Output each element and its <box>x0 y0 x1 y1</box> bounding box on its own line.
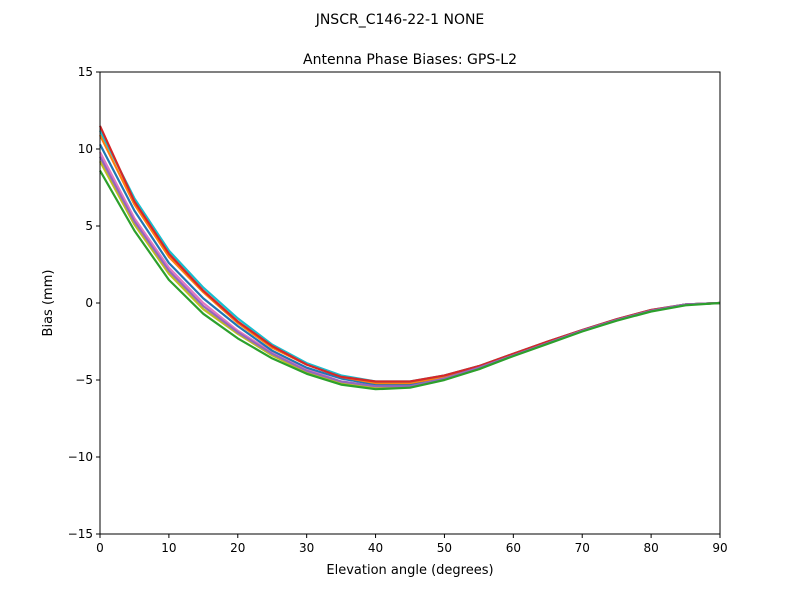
figure-suptitle: JNSCR_C146-22-1 NONE <box>315 12 485 28</box>
series-line-5 <box>99 130 721 383</box>
x-axis-label: Elevation angle (degrees) <box>326 563 493 578</box>
series-line-1 <box>99 160 721 389</box>
x-tick-label: 80 <box>643 541 658 555</box>
y-axis: −15 −10 −5 0 5 10 15 <box>68 65 100 541</box>
y-tick-label: −5 <box>75 373 93 387</box>
series-line-6 <box>98 125 721 383</box>
series-line-3 <box>99 143 721 386</box>
y-axis-label: Bias (mm) <box>41 270 56 337</box>
x-tick-label: 10 <box>161 541 176 555</box>
y-tick-label: 10 <box>78 142 93 156</box>
x-tick-label: 60 <box>506 541 521 555</box>
x-tick-label: 50 <box>437 541 452 555</box>
x-tick-label: 70 <box>575 541 590 555</box>
series-group <box>98 125 721 391</box>
y-tick-label: −10 <box>68 450 93 464</box>
series-line-7 <box>99 156 721 388</box>
x-tick-label: 40 <box>368 541 383 555</box>
series-line-4 <box>99 134 721 385</box>
x-axis: 0 10 20 30 40 50 60 70 80 90 <box>96 534 728 555</box>
x-tick-label: 20 <box>230 541 245 555</box>
x-tick-label: 30 <box>299 541 314 555</box>
series-line-2 <box>99 151 721 388</box>
x-tick-label: 0 <box>96 541 104 555</box>
y-tick-label: −15 <box>68 527 93 541</box>
y-tick-label: 0 <box>85 296 93 310</box>
series-line-8 <box>99 170 721 391</box>
x-tick-label: 90 <box>712 541 727 555</box>
y-tick-label: 15 <box>78 65 93 79</box>
y-tick-label: 5 <box>85 219 93 233</box>
chart-title: Antenna Phase Biases: GPS-L2 <box>303 52 517 68</box>
